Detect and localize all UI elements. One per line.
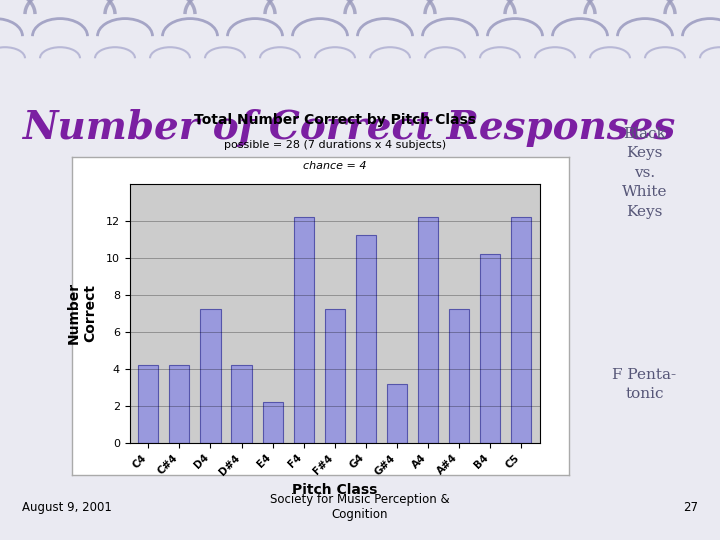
Text: Total Number Correct by Pitch Class: Total Number Correct by Pitch Class	[194, 112, 476, 126]
Text: August 9, 2001: August 9, 2001	[22, 501, 112, 514]
Text: 27: 27	[683, 501, 698, 514]
Bar	[231, 365, 251, 443]
Bar	[356, 235, 376, 443]
Y-axis label: Number
Correct: Number Correct	[67, 282, 97, 345]
Bar	[511, 217, 531, 443]
Text: Black
Keys
vs.
White
Keys: Black Keys vs. White Keys	[621, 126, 667, 219]
Bar	[418, 217, 438, 443]
Bar	[294, 217, 314, 443]
Text: Society for Music Perception &
Cognition: Society for Music Perception & Cognition	[270, 494, 450, 521]
X-axis label: Pitch Class: Pitch Class	[292, 483, 377, 497]
Bar	[200, 309, 220, 443]
Text: chance = 4: chance = 4	[303, 160, 366, 171]
Bar	[449, 309, 469, 443]
Bar	[325, 309, 345, 443]
Text: Number of Correct Responses: Number of Correct Responses	[22, 109, 675, 147]
Bar	[480, 254, 500, 443]
Bar	[169, 365, 189, 443]
Text: F Penta-
tonic: F Penta- tonic	[612, 368, 677, 401]
Bar	[387, 383, 407, 443]
Bar	[138, 365, 158, 443]
Bar	[263, 402, 283, 443]
Text: possible = 28 (7 durations x 4 subjects): possible = 28 (7 durations x 4 subjects)	[224, 140, 446, 150]
